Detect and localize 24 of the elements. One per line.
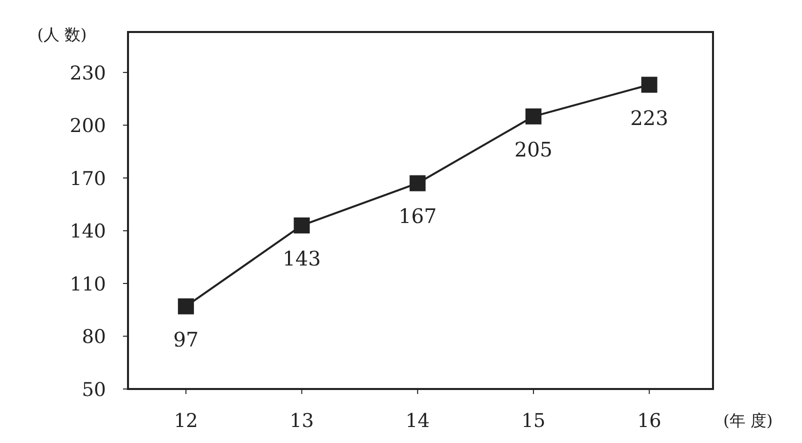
point bbox=[178, 298, 194, 314]
data-label: 223 bbox=[630, 106, 668, 130]
data-label: 97 bbox=[173, 327, 199, 352]
data-label: 205 bbox=[514, 137, 553, 162]
x-tick-label: 13 bbox=[290, 410, 314, 432]
x-tick-label: 12 bbox=[174, 410, 198, 432]
y-tick-label: 170 bbox=[70, 168, 106, 190]
y-tick-label: 110 bbox=[70, 273, 106, 296]
x-tick-label: 15 bbox=[521, 410, 546, 432]
point bbox=[525, 108, 542, 124]
y-tick-label: 140 bbox=[70, 220, 106, 243]
y-tick-label: 230 bbox=[70, 62, 106, 84]
y-axis-title: (人 数) bbox=[37, 25, 87, 44]
data-label: 167 bbox=[398, 204, 437, 228]
y-tick-label: 80 bbox=[82, 326, 106, 348]
x-axis-title: (年 度) bbox=[723, 411, 773, 430]
point bbox=[641, 76, 658, 93]
y-tick-label: 200 bbox=[70, 115, 106, 138]
point bbox=[294, 217, 310, 234]
data-label: 143 bbox=[282, 246, 321, 270]
y-tick-label: 50 bbox=[82, 379, 106, 401]
x-tick-label: 16 bbox=[637, 410, 662, 432]
point bbox=[410, 175, 426, 192]
x-tick-label: 14 bbox=[406, 410, 430, 432]
